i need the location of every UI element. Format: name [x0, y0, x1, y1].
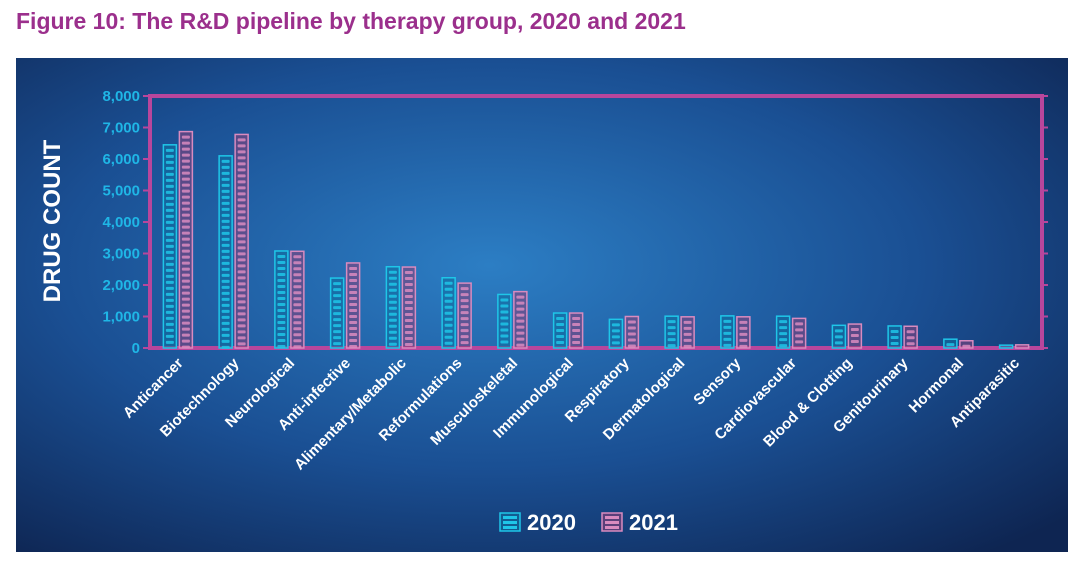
y-tick-label: 1,000 — [102, 309, 140, 326]
bar-2020 — [887, 325, 902, 349]
legend-label: 2021 — [629, 510, 678, 535]
bar-2021 — [1014, 344, 1030, 349]
bar-2021 — [345, 262, 361, 349]
bar-2021 — [234, 133, 249, 349]
y-tick-label: 7,000 — [102, 120, 140, 137]
bar-2020 — [218, 155, 233, 349]
bar-2021 — [847, 323, 863, 349]
y-tick-label: 5,000 — [102, 183, 140, 200]
bar-chart: 0 1,000 2,000 3,000 4,000 5,000 6,000 7,000 8,00… — [16, 58, 1068, 552]
bar-2020 — [552, 312, 568, 349]
bar-2021 — [736, 316, 751, 349]
bar-2020 — [831, 324, 847, 349]
bar-2020 — [329, 277, 345, 349]
y-tick-label: 6,000 — [102, 151, 140, 168]
legend-item-2021: 2021 — [601, 510, 678, 535]
legend: 2020 2021 — [499, 510, 678, 535]
bar-2020 — [385, 265, 401, 349]
bar-2020 — [608, 318, 624, 349]
bar-2021 — [457, 282, 472, 349]
bar-2021 — [624, 315, 640, 349]
bar-2020 — [162, 144, 178, 349]
bar-2020 — [720, 315, 735, 349]
bar-2021 — [513, 290, 528, 349]
bar-2021 — [568, 312, 584, 349]
chart-panel: 0 1,000 2,000 3,000 4,000 5,000 6,000 7,000 8,00… — [16, 58, 1068, 552]
y-tick-label: 3,000 — [102, 246, 140, 263]
legend-label: 2020 — [527, 510, 576, 535]
bar-2021 — [178, 130, 194, 349]
y-tick-label: 0 — [132, 340, 140, 357]
bar-2020 — [441, 277, 456, 349]
y-tick-label: 4,000 — [102, 214, 140, 231]
bar-2020 — [998, 344, 1014, 349]
legend-item-2020: 2020 — [499, 510, 576, 535]
bar-2021 — [401, 266, 417, 349]
y-tick-label: 2,000 — [102, 277, 140, 294]
bar-2021 — [791, 317, 807, 349]
y-tick-label: 8,000 — [102, 88, 140, 105]
bar-2020 — [775, 315, 791, 349]
y-axis-label: DRUG COUNT — [39, 139, 66, 302]
bar-2020 — [943, 338, 958, 349]
bar-2021 — [959, 340, 974, 349]
figure-title: Figure 10: The R&D pipeline by therapy g… — [16, 8, 686, 34]
bar-2021 — [680, 316, 695, 349]
bar-2020 — [497, 293, 512, 349]
bar-2021 — [290, 250, 305, 349]
bar-2020 — [664, 315, 679, 349]
bar-2020 — [274, 250, 289, 349]
bar-2021 — [903, 325, 918, 349]
